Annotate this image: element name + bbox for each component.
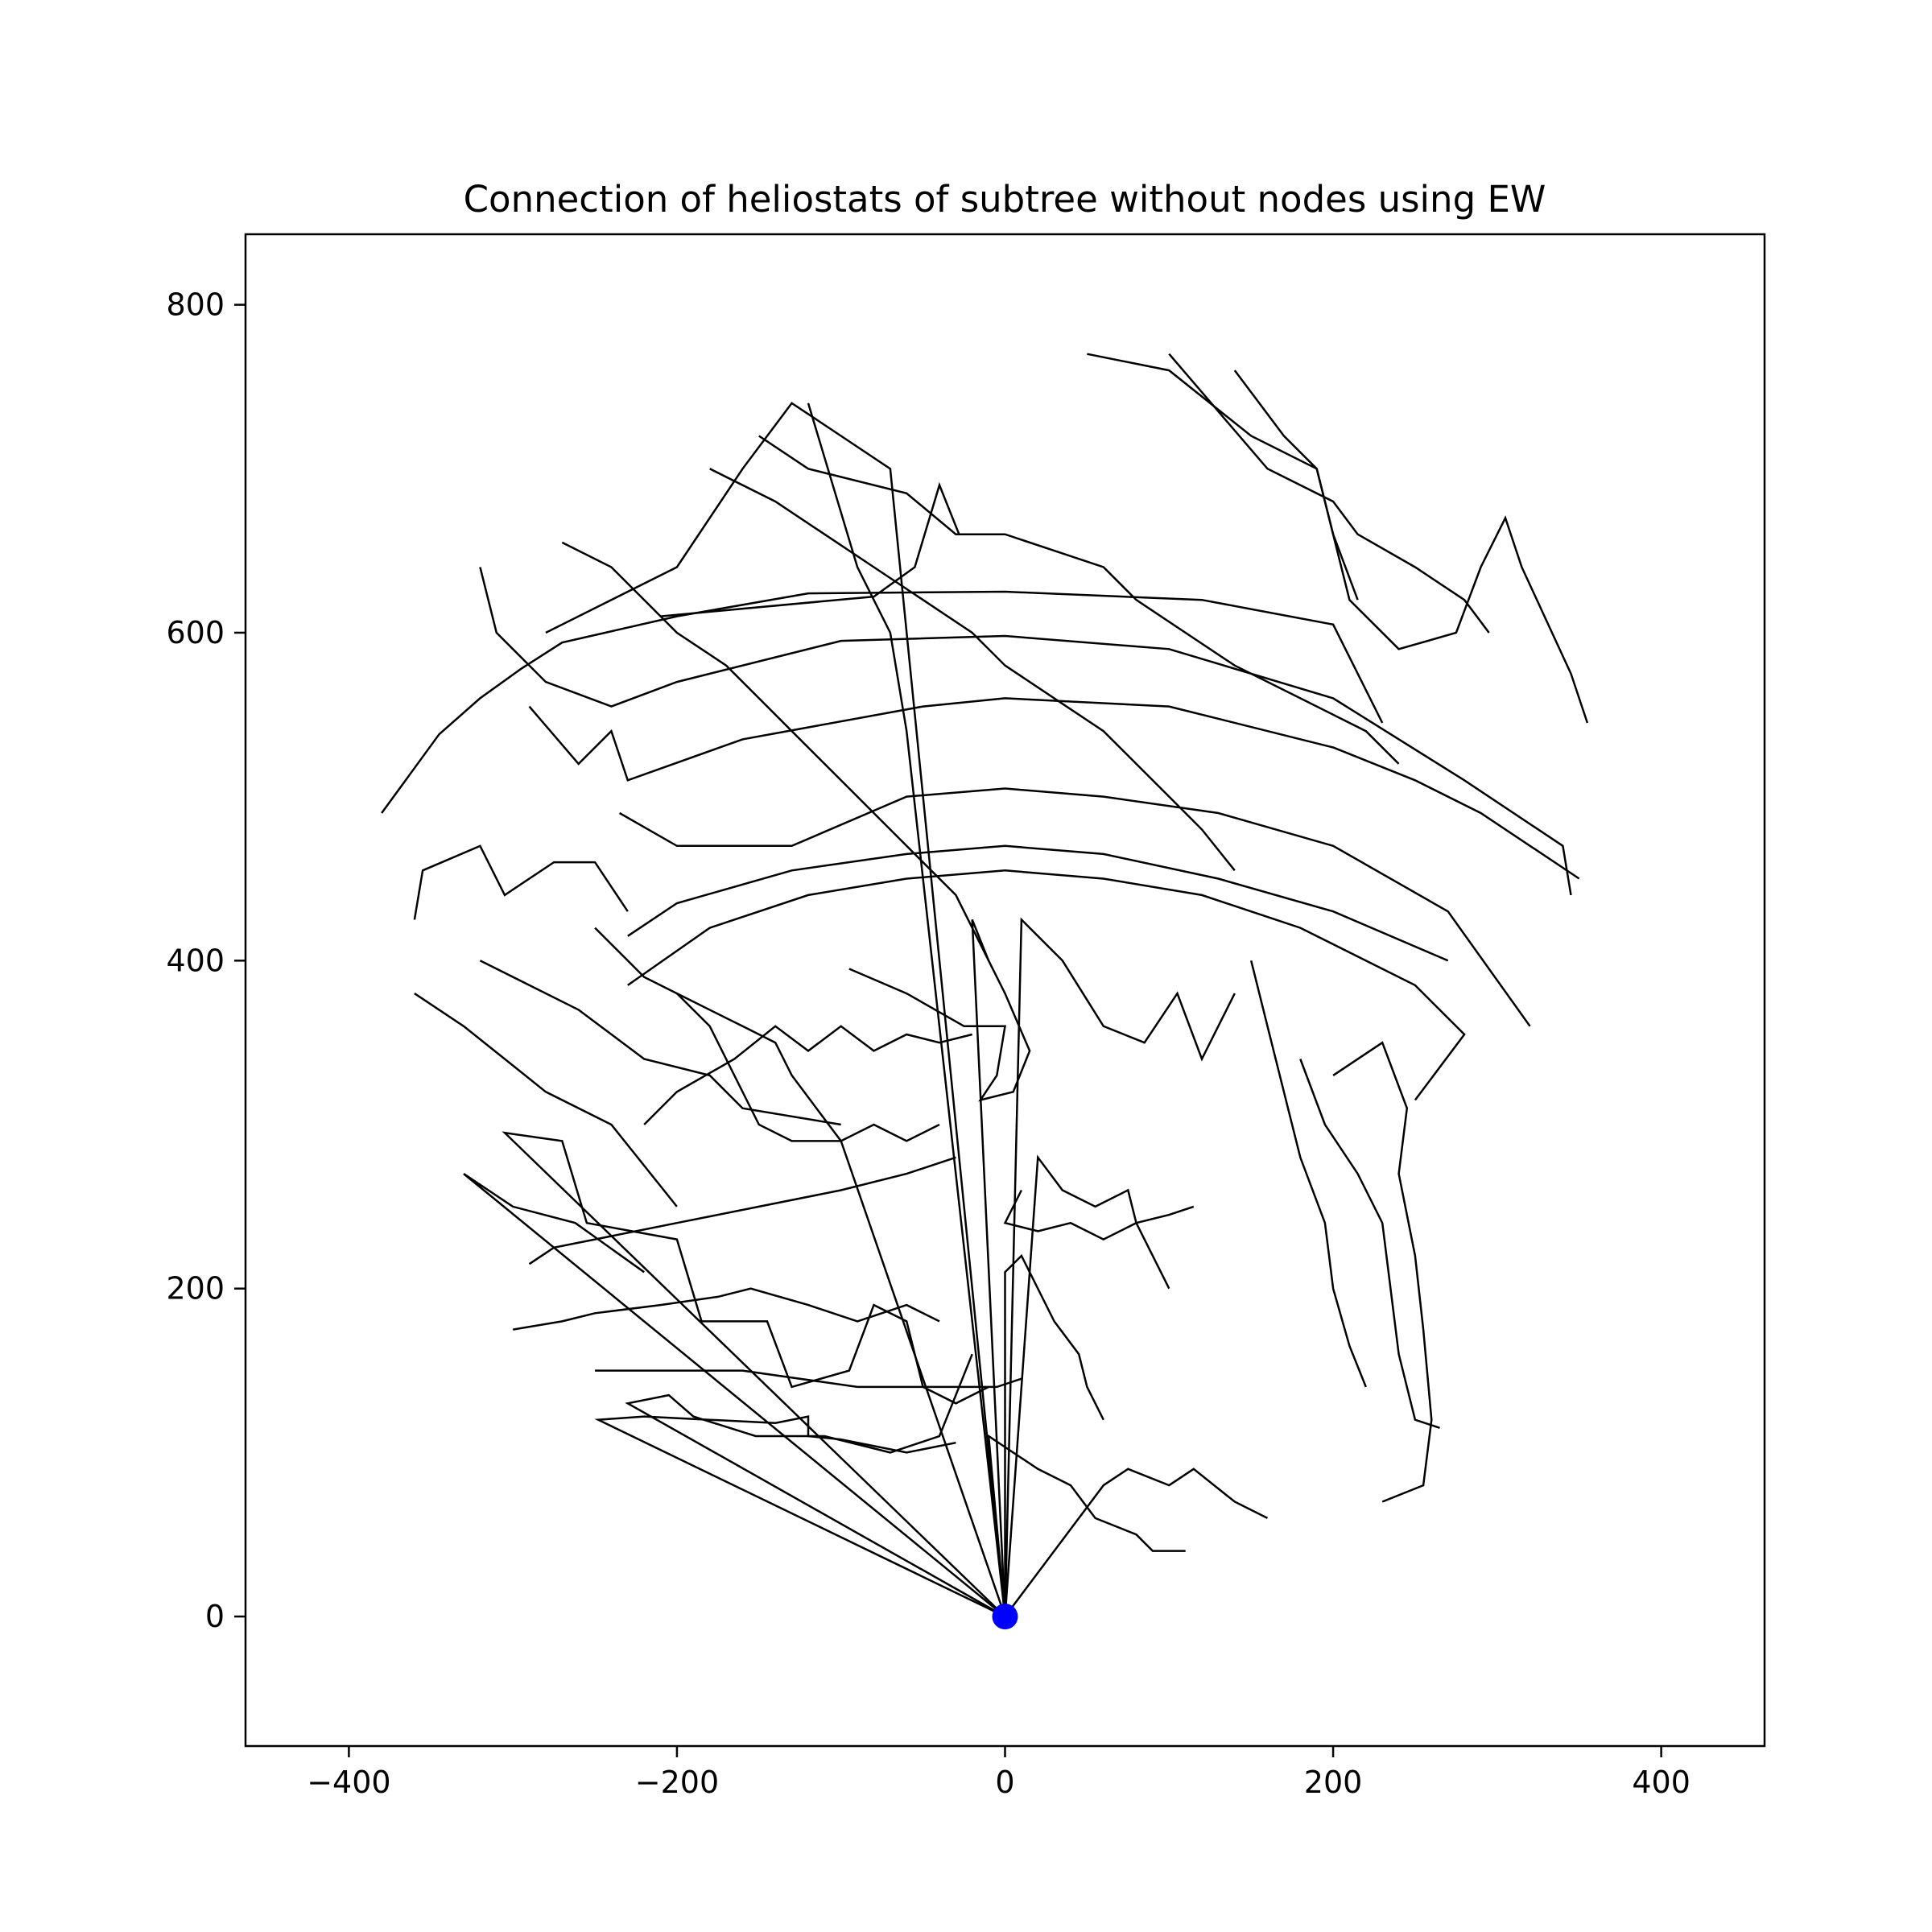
x-tick-label: 0	[995, 1765, 1014, 1800]
connection-path-24	[479, 960, 841, 1126]
x-tick-label: 400	[1632, 1765, 1690, 1800]
connection-path-5	[594, 927, 1006, 1617]
connection-path-10	[1004, 1253, 1104, 1617]
connection-path-30	[1168, 353, 1490, 634]
connection-path-6	[807, 402, 1006, 1617]
connection-path-29	[1233, 369, 1359, 601]
connection-path-8	[1004, 917, 1236, 1617]
root-node-marker	[992, 1604, 1018, 1630]
x-tick-label: −200	[635, 1765, 719, 1800]
connection-path-22	[627, 869, 1466, 1101]
x-axis: −400 −200 0 200 400	[307, 1746, 1690, 1800]
connection-path-11	[987, 1434, 1186, 1617]
y-tick-label: 600	[166, 615, 225, 650]
connection-path-19	[479, 567, 1572, 896]
chart-title: Connection of heliostats of subtree with…	[464, 178, 1546, 221]
y-tick-label: 800	[166, 287, 225, 323]
connection-path-28	[1087, 353, 1589, 724]
connection-path-20	[618, 787, 1531, 1027]
connection-path-32	[561, 541, 990, 961]
plot-area	[381, 353, 1589, 1630]
connection-path-23	[413, 844, 629, 920]
y-tick-label: 200	[166, 1271, 225, 1307]
y-axis: 0 200 400 600 800	[166, 287, 246, 1634]
connection-path-33	[709, 468, 1236, 872]
connection-path-27	[528, 1156, 956, 1265]
connection-path-3	[502, 1131, 1006, 1617]
connection-path-17	[381, 590, 1384, 814]
connection-path-7	[545, 402, 1006, 1617]
x-tick-label: 200	[1304, 1765, 1363, 1800]
connection-path-25	[414, 993, 678, 1208]
y-tick-label: 0	[205, 1599, 225, 1634]
connection-path-36	[1332, 1041, 1433, 1503]
connection-path-13	[660, 481, 960, 617]
connection-path-21	[627, 844, 1449, 962]
connection-path-14	[595, 1369, 1022, 1389]
connection-path-16	[676, 993, 940, 1142]
connection-path-0	[594, 1415, 1006, 1618]
connection-path-31	[758, 435, 1400, 765]
connection-path-35	[1249, 960, 1367, 1388]
x-tick-label: −400	[307, 1765, 390, 1800]
connection-path-34	[1003, 1189, 1195, 1241]
connection-path-26	[512, 1287, 940, 1331]
connection-path-1	[625, 1353, 1006, 1618]
connection-path-37	[1299, 1059, 1440, 1429]
connection-path-18	[528, 697, 1580, 880]
y-tick-label: 400	[166, 943, 225, 978]
connection-path-12	[1004, 1468, 1269, 1617]
